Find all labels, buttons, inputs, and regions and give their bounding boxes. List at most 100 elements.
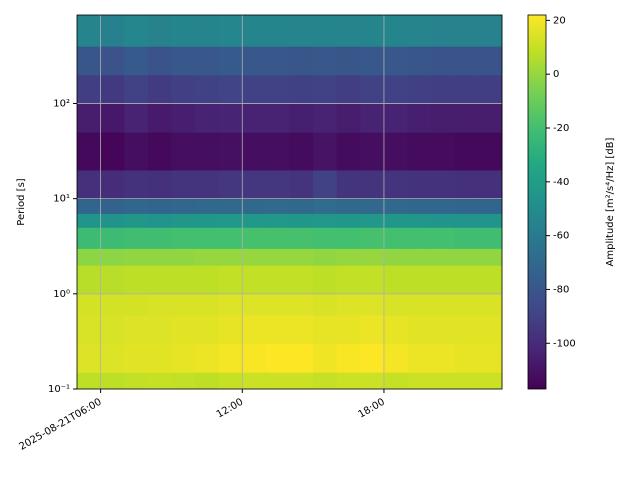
heatmap-cell bbox=[100, 372, 125, 390]
heatmap-cell bbox=[195, 314, 220, 345]
heatmap-cell bbox=[171, 198, 196, 214]
heatmap-cell bbox=[242, 198, 267, 214]
heatmap-cell bbox=[171, 169, 196, 200]
x-tick-label: 18:00 bbox=[356, 397, 386, 421]
heatmap-cell bbox=[407, 169, 432, 200]
heatmap-cell bbox=[77, 293, 102, 316]
heatmap-cell bbox=[383, 314, 409, 345]
heatmap-cell bbox=[360, 103, 385, 133]
heatmap-cell bbox=[478, 198, 503, 214]
heatmap-cell bbox=[100, 265, 125, 295]
heatmap-cell bbox=[336, 293, 361, 316]
heatmap-cell bbox=[289, 314, 314, 345]
heatmap-cell bbox=[431, 132, 456, 171]
heatmap-cell bbox=[407, 213, 432, 228]
heatmap-cell bbox=[195, 74, 220, 104]
heatmap-cell bbox=[360, 15, 385, 47]
heatmap-cell bbox=[265, 132, 290, 171]
heatmap-cell bbox=[77, 248, 102, 266]
heatmap-cell bbox=[313, 15, 338, 47]
heatmap-cell bbox=[147, 314, 172, 345]
heatmap-cell bbox=[218, 132, 243, 171]
heatmap-cell bbox=[265, 227, 290, 249]
heatmap-cell bbox=[336, 15, 361, 47]
heatmap-cell bbox=[313, 132, 338, 171]
heatmap-cell bbox=[242, 372, 267, 390]
heatmap-cell bbox=[171, 314, 196, 345]
heatmap-cell bbox=[171, 103, 196, 133]
heatmap-cell bbox=[360, 74, 385, 104]
heatmap-cell bbox=[147, 227, 172, 249]
heatmap-cell bbox=[124, 103, 149, 133]
heatmap-cell bbox=[383, 169, 409, 200]
heatmap-cell bbox=[242, 213, 267, 228]
heatmap-cell bbox=[313, 198, 338, 214]
heatmap-cell bbox=[407, 15, 432, 47]
heatmap-cell bbox=[383, 343, 409, 373]
heatmap-cell bbox=[431, 74, 456, 104]
heatmap-cell bbox=[171, 46, 196, 76]
heatmap-cell bbox=[478, 132, 503, 171]
x-tick-label: 2025-08-21T06:00 bbox=[18, 397, 104, 453]
heatmap-cell bbox=[431, 169, 456, 200]
heatmap-cell bbox=[147, 343, 172, 373]
heatmap-cell bbox=[360, 265, 385, 295]
heatmap-cell bbox=[77, 265, 102, 295]
heatmap-cell bbox=[147, 198, 172, 214]
colorbar-tick-label: -60 bbox=[553, 231, 569, 242]
heatmap-cell bbox=[265, 248, 290, 266]
heatmap-cell bbox=[313, 372, 338, 390]
heatmap-cell bbox=[242, 169, 267, 200]
heatmap-cell bbox=[313, 343, 338, 373]
heatmap-cell bbox=[242, 227, 267, 249]
heatmap-cell bbox=[336, 372, 361, 390]
heatmap-cell bbox=[360, 248, 385, 266]
heatmap-cell bbox=[147, 265, 172, 295]
heatmap-cell bbox=[478, 265, 503, 295]
heatmap-cell bbox=[407, 248, 432, 266]
heatmap-cell bbox=[289, 372, 314, 390]
heatmap-cell bbox=[77, 46, 102, 76]
heatmap-cell bbox=[454, 227, 479, 249]
heatmap-cell bbox=[289, 248, 314, 266]
heatmap-cell bbox=[195, 248, 220, 266]
heatmap-cell bbox=[478, 343, 503, 373]
heatmap-cell bbox=[171, 74, 196, 104]
heatmap-cell bbox=[289, 15, 314, 47]
colorbar bbox=[527, 14, 547, 390]
heatmap-cell bbox=[407, 46, 432, 76]
heatmap-cell bbox=[360, 227, 385, 249]
heatmap-cell bbox=[242, 15, 267, 47]
heatmap-cell bbox=[478, 293, 503, 316]
heatmap-cell bbox=[407, 198, 432, 214]
heatmap-cell bbox=[383, 46, 409, 76]
heatmap-cell bbox=[265, 198, 290, 214]
heatmap-cell bbox=[313, 213, 338, 228]
heatmap-cell bbox=[454, 213, 479, 228]
heatmap-cell bbox=[407, 343, 432, 373]
heatmap-cell bbox=[431, 198, 456, 214]
heatmap-cell bbox=[383, 265, 409, 295]
heatmap-cell bbox=[478, 46, 503, 76]
heatmap-cell bbox=[360, 46, 385, 76]
heatmap-cell bbox=[289, 169, 314, 200]
heatmap-cell bbox=[100, 46, 125, 76]
heatmap-cell bbox=[77, 15, 102, 47]
heatmap-cell bbox=[100, 103, 125, 133]
heatmap-cell bbox=[171, 265, 196, 295]
heatmap-cell bbox=[242, 103, 267, 133]
heatmap-cell bbox=[289, 265, 314, 295]
heatmap-cell bbox=[360, 343, 385, 373]
heatmap-cell bbox=[289, 343, 314, 373]
heatmap-cell bbox=[100, 293, 125, 316]
heatmap-cell bbox=[124, 132, 149, 171]
heatmap-cell bbox=[171, 343, 196, 373]
heatmap-cell bbox=[242, 132, 267, 171]
heatmap-cell bbox=[195, 343, 220, 373]
heatmap-cell bbox=[360, 372, 385, 390]
colorbar-label: Amplitude [m²/s⁴/Hz] [dB] bbox=[605, 137, 616, 266]
heatmap-cell bbox=[313, 265, 338, 295]
heatmap-cell bbox=[383, 248, 409, 266]
heatmap-cell bbox=[454, 265, 479, 295]
heatmap-cell bbox=[77, 314, 102, 345]
